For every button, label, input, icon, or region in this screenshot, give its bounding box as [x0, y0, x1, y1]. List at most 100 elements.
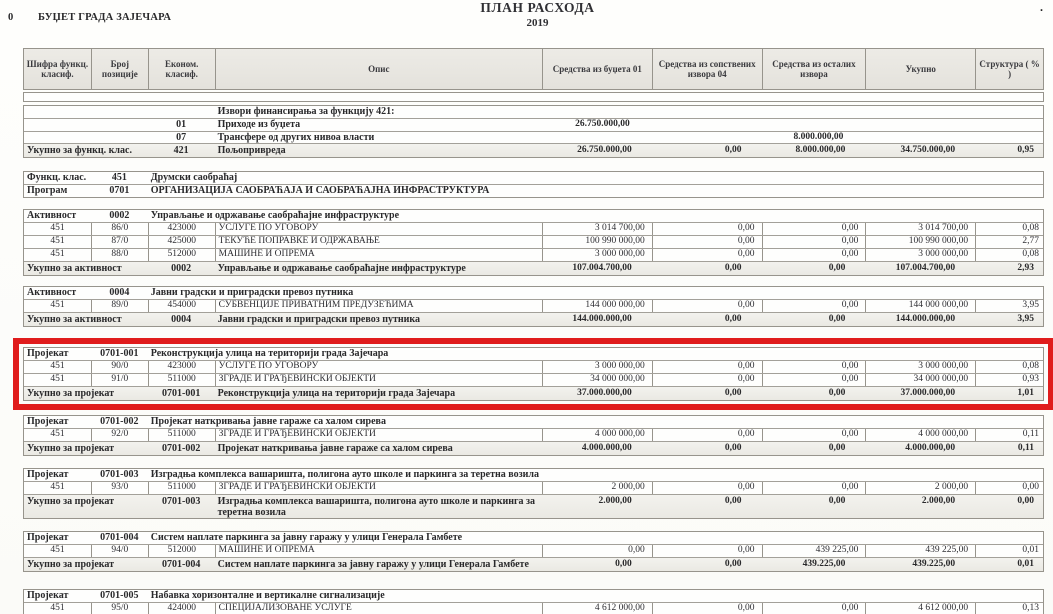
table-row-detail: 451 92/0 511000 ЗГРАДЕ И ГРАЂЕВИНСКИ ОБЈЕКТ…	[24, 428, 1043, 441]
total-amount-cell: 0,00	[724, 443, 742, 453]
amount-cell: 34 000 000,00	[541, 374, 652, 386]
section-desc-cell: Набавка хоризонталне и вертикалне сигнал…	[150, 590, 385, 602]
section-label-cell: Активност	[27, 210, 77, 222]
code-cell: 90/0	[90, 361, 148, 373]
amount-cell: 0,00	[761, 361, 866, 373]
table-block: Пројекат 0701-004 Систем наплате паркинга …	[23, 531, 1044, 572]
section-label-cell: Програм	[27, 185, 68, 197]
column-header: Укупно	[865, 49, 975, 89]
section-label-cell: Функц. клас.	[27, 172, 87, 184]
table-row-section: Програм 0701 ОРГАНИЗАЦИЈА САОБРАЋАЈА И САО…	[24, 184, 1043, 197]
table-row-total: Укупно за пројекат 0701-002 Пројекат наткр…	[24, 441, 1043, 455]
red-highlight-box: Пројекат 0701-001 Реконструкција улица на …	[13, 338, 1053, 410]
description-cell: МАШИНЕ И ОПРЕМА	[214, 249, 542, 261]
total-label-cell: Укупно за функц. клас.	[27, 145, 132, 156]
amount-cell	[542, 132, 652, 144]
total-label-cell: Укупно за пројекат	[27, 388, 115, 399]
column-header: Број позиције	[90, 49, 148, 89]
table-row-total: Укупно за активност 0002 Управљање и одржа…	[24, 261, 1043, 275]
scan-artifact-dot: .	[1040, 0, 1043, 14]
total-amount-cell: 34.750.000,00	[900, 145, 956, 155]
table-row-section: Активност 0004 Јавни градски и приградски …	[24, 287, 1043, 299]
column-header: Шифра функц. класиф.	[26, 58, 89, 80]
code-cell: 87/0	[90, 236, 148, 248]
section-label-cell: Пројекат	[27, 590, 69, 602]
total-amount-cell: 0,00	[724, 388, 742, 398]
total-amount-cell: 144.000.000,00	[895, 314, 956, 324]
description-cell: ЗГРАДЕ И ГРАЂЕВИНСКИ ОБЈЕКТИ	[214, 374, 542, 386]
table-row-section: Пројекат 0701-001 Реконструкција улица на …	[24, 348, 1043, 360]
code-cell: 511000	[147, 482, 215, 494]
code-cell: 451	[50, 361, 65, 372]
amount-cell: 100 990 000,00	[541, 236, 652, 248]
table-row-section: Пројекат 0701-003 Изградња комплекса вашар…	[24, 469, 1043, 481]
amount-cell: 3 000 000,00	[541, 361, 652, 373]
code-cell: 88/0	[90, 249, 148, 261]
code-cell: 91/0	[90, 374, 148, 386]
total-amount-cell: 107.004.700,00	[572, 263, 632, 273]
amount-cell: 4 000 000,00	[541, 429, 652, 441]
amount-cell: 144 000 000,00	[865, 300, 975, 312]
amount-cell: 0,11	[975, 429, 1043, 441]
amount-cell: 0,00	[651, 300, 762, 312]
section-code-cell: 0701-004	[100, 532, 139, 544]
amount-cell: 0,13	[975, 603, 1043, 614]
code-cell: 424000	[147, 603, 215, 614]
amount-cell: 8.000.000,00	[793, 131, 844, 142]
section-label-cell: Активност	[27, 287, 77, 299]
amount-cell: 3 000 000,00	[865, 249, 975, 261]
table-block: Пројекат 0701-005 Набавка хоризонталне и в…	[23, 589, 1044, 614]
code-cell: 86/0	[90, 223, 148, 235]
code-cell: 451	[50, 249, 65, 260]
empty-row	[24, 93, 1043, 101]
table-block: Пројекат 0701-001 Реконструкција улица на …	[23, 347, 1044, 401]
code-cell: 512000	[147, 545, 215, 557]
description-cell: ТЕКУЋЕ ПОПРАВКЕ И ОДРЖАВАЊЕ	[214, 236, 542, 248]
description-cell: ЗГРАДЕ И ГРАЂЕВИНСКИ ОБЈЕКТИ	[214, 482, 542, 494]
section-code-cell: 0701-001	[100, 348, 139, 360]
section-desc-cell: Систем наплате паркинга за јавну гаражу …	[150, 532, 463, 544]
document-header: ПЛАН РАСХОДА 2019	[0, 0, 1053, 29]
description-cell: СПЕЦИЈАЛИЗОВАНЕ УСЛУГЕ	[214, 603, 542, 614]
amount-cell	[652, 119, 762, 131]
section-label-cell: Пројекат	[27, 416, 69, 428]
total-amount-cell: 4.000.000,00	[905, 443, 956, 453]
total-label-cell: Укупно за активност	[27, 314, 122, 325]
code-cell: 425000	[147, 236, 215, 248]
amount-cell: 4 000 000,00	[865, 429, 975, 441]
total-amount-cell: 144.000.000,00	[572, 314, 632, 324]
total-desc-cell: Управљање и одржавање саобраћајне инфрас…	[217, 263, 466, 274]
table-row-section: Пројекат 0701-005 Набавка хоризонталне и в…	[24, 590, 1043, 602]
table-row-detail: 451 93/0 511000 ЗГРАДЕ И ГРАЂЕВИНСКИ ОБЈЕКТ…	[24, 481, 1043, 494]
code-cell: 93/0	[90, 482, 148, 494]
amount-cell: 3 014 700,00	[541, 223, 652, 235]
table-block: Пројекат 0701-003 Изградња комплекса вашар…	[23, 468, 1044, 519]
amount-cell: 0,00	[975, 482, 1043, 494]
code-cell: 454000	[147, 300, 215, 312]
total-amount-cell: 2,93	[1017, 263, 1034, 273]
amount-cell	[975, 132, 1043, 144]
code-cell: 512000	[147, 249, 215, 261]
amount-cell: 0,00	[761, 482, 866, 494]
code-cell: 451	[50, 482, 65, 493]
total-amount-cell: 0,00	[724, 263, 742, 273]
total-amount-cell: 26.750.000,00	[577, 145, 632, 155]
total-amount-cell: 0,00	[828, 496, 846, 506]
total-amount-cell: 0,00	[724, 496, 742, 506]
amount-cell: 2 000,00	[865, 482, 975, 494]
amount-cell: 3 014 700,00	[865, 223, 975, 235]
budget-title: БУЏЕТ ГРАДА ЗАЈЕЧАРА	[38, 12, 172, 23]
table-row-detail: 451 90/0 423000 УСЛУГЕ ПО УГОВОРУ 3 000 000,…	[24, 360, 1043, 373]
table-row-detail: 451 91/0 511000 ЗГРАДЕ И ГРАЂЕВИНСКИ ОБЈЕКТ…	[24, 373, 1043, 386]
table-block: Функц. клас. 451 Друмски саобраћај Програм 0…	[23, 171, 1044, 198]
section-desc-cell: Јавни градски и приградски превоз путник…	[150, 287, 354, 299]
section-code-cell: 0701	[109, 185, 130, 197]
total-amount-cell: 0,00	[828, 388, 846, 398]
budget-table: Шифра функц. класиф. Број позиције Економ.…	[13, 48, 1053, 614]
total-amount-cell: 0,01	[1017, 559, 1034, 569]
description-cell: СУБВЕНЦИЈЕ ПРИВАТНИМ ПРЕДУЗЕЋИМА	[214, 300, 542, 312]
total-amount-cell: 8.000.000,00	[795, 145, 846, 155]
section-code-cell: 0004	[109, 287, 130, 299]
amount-cell: 0,00	[761, 374, 866, 386]
amount-cell: 34 000 000,00	[865, 374, 975, 386]
